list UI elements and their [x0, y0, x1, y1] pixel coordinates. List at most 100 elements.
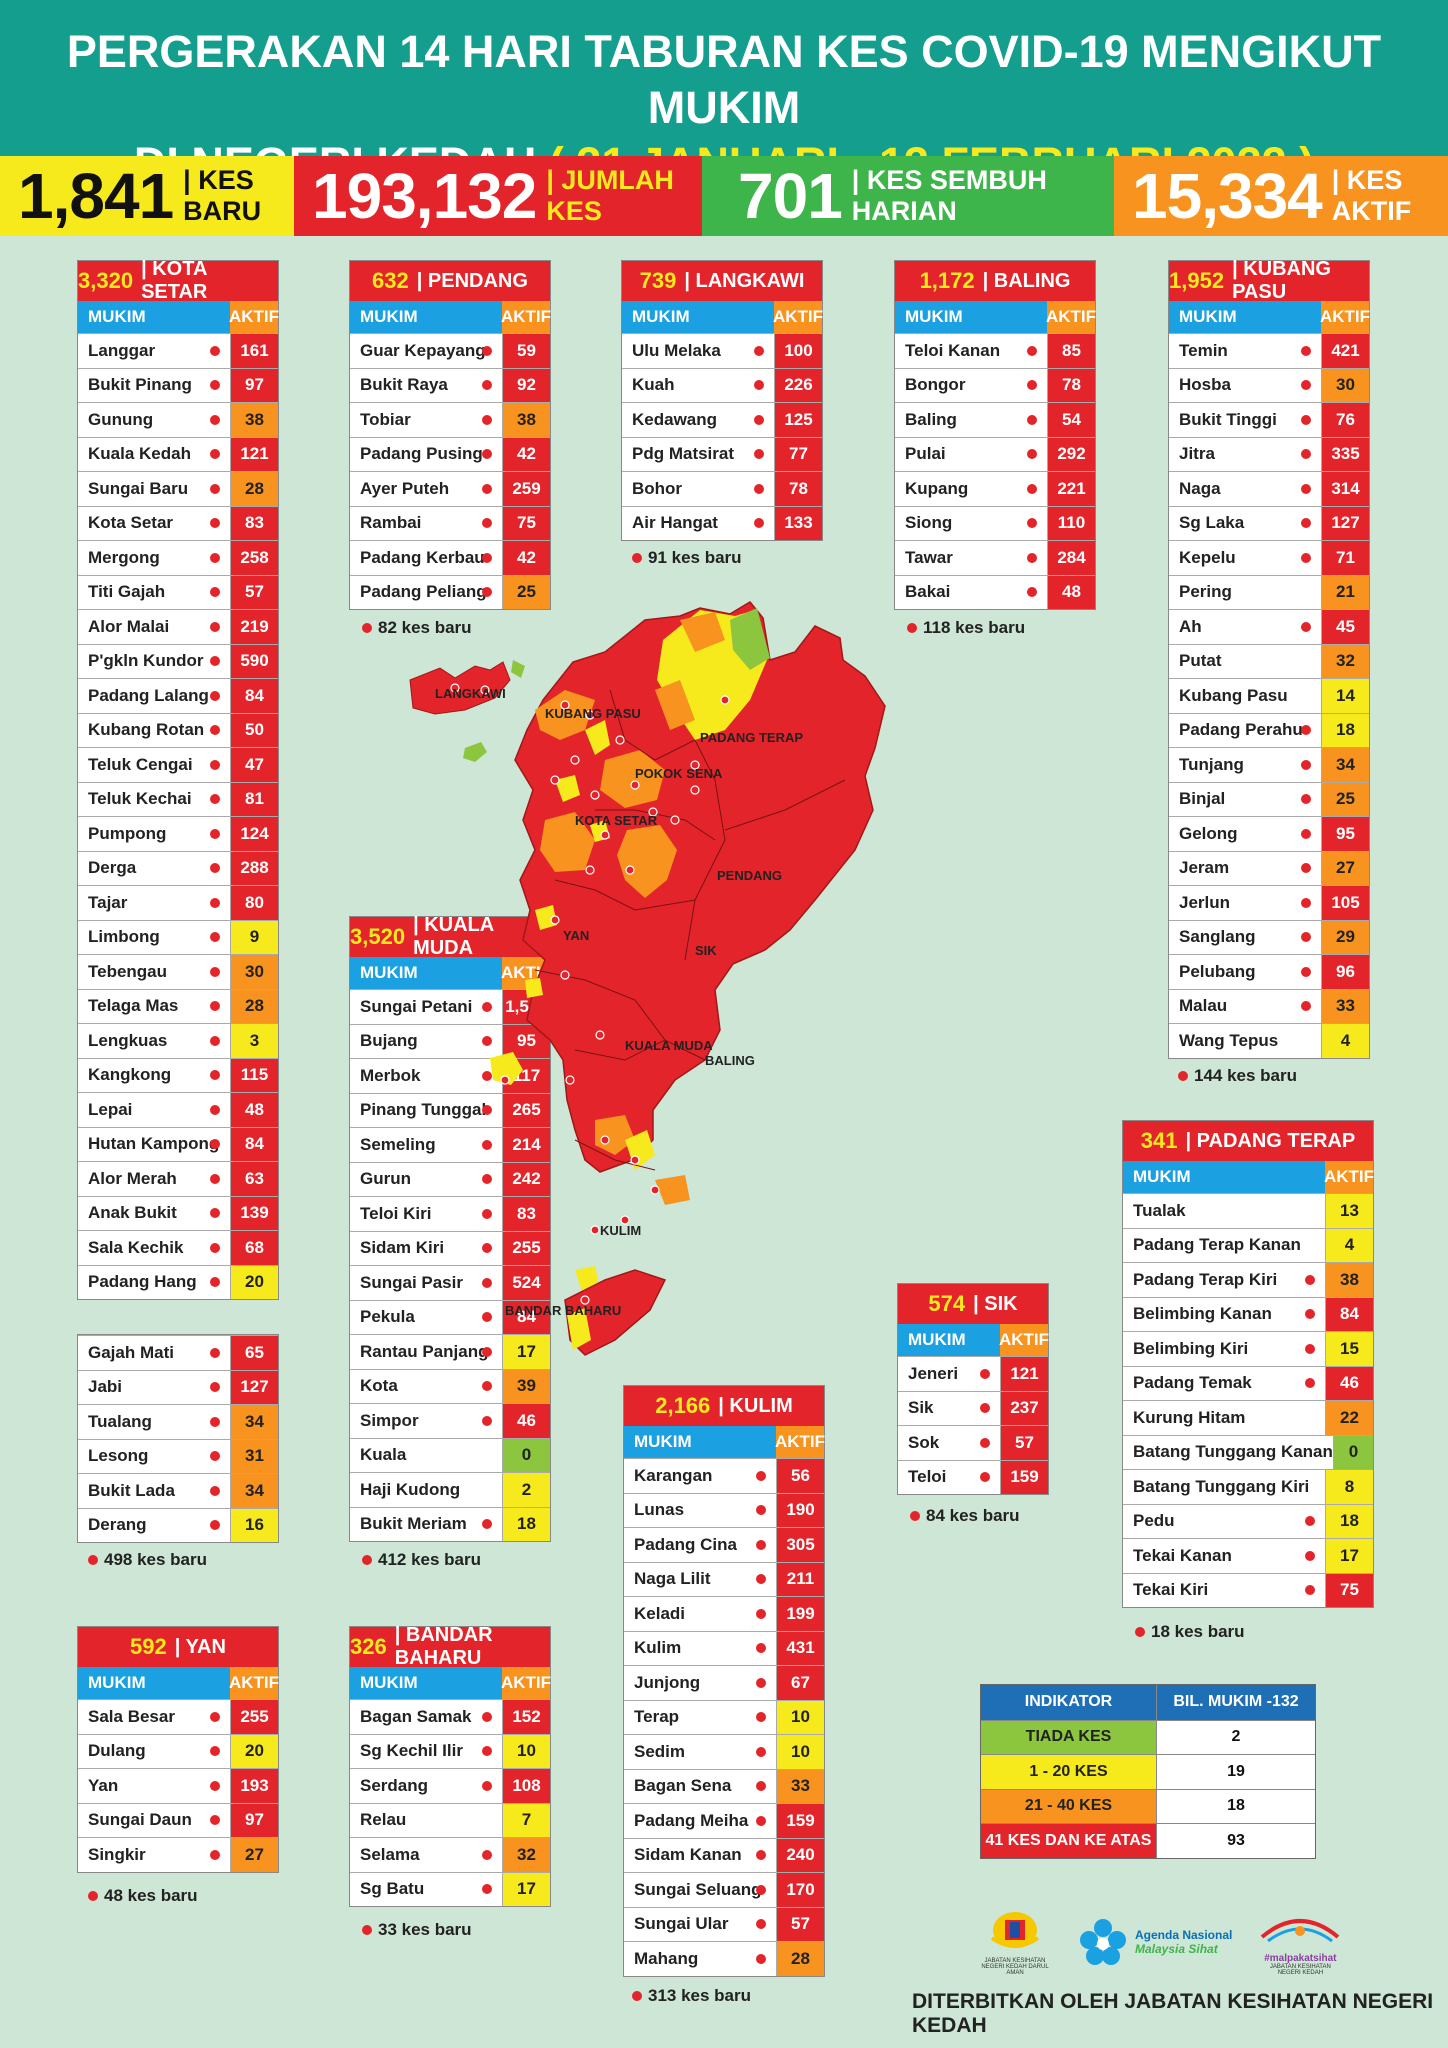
- mukim-name: Wang Tepus: [1179, 1030, 1279, 1050]
- aktif-value: 17: [502, 1872, 550, 1906]
- table-row: Sala Kechik 68: [78, 1230, 278, 1265]
- aktif-value: 76: [1321, 403, 1369, 437]
- aktif-value: 115: [230, 1058, 278, 1092]
- table-row: Padang Kerbau 42: [350, 540, 550, 575]
- new-case-dot-icon: [1305, 1516, 1315, 1527]
- mukim-name: Simpor: [350, 1404, 502, 1438]
- table-pendang: 632 | PENDANG MUKIM AKTIF Guar Kepayang 59 Buk…: [349, 260, 551, 610]
- aktif-value: 190: [776, 1493, 824, 1527]
- map-label-yan: YAN: [563, 928, 589, 943]
- table-row: Ulu Melaka 100: [622, 333, 822, 368]
- stat-kes-baru: 1,841 | KES BARU: [0, 156, 294, 236]
- table-row: Malau 33: [1169, 988, 1369, 1023]
- new-case-dot-icon: [754, 345, 764, 356]
- new-case-dot-icon: [756, 1781, 766, 1792]
- mukim-name: Jeram: [1169, 852, 1321, 886]
- aktif-value: 152: [502, 1700, 550, 1734]
- mukim-name: Mahang: [624, 1942, 776, 1976]
- mukim-name: Teluk Cengai: [78, 748, 230, 782]
- new-case-dot-icon: [210, 759, 220, 770]
- table-row: Gelong 95: [1169, 816, 1369, 851]
- aktif-value: 421: [1321, 334, 1369, 368]
- new-case-dot-icon: [210, 621, 220, 632]
- table-row: Sungai Baru 28: [78, 471, 278, 506]
- mukim-name: Padang Cina: [624, 1528, 776, 1562]
- mukim-name: Padang Temak: [1123, 1367, 1325, 1401]
- map-kulim-orange: [595, 1115, 635, 1155]
- aktif-value: 33: [776, 1769, 824, 1803]
- mukim-name: Kota: [350, 1370, 502, 1404]
- new-case-dot-icon: [210, 863, 220, 874]
- mukim-name: Lesong: [78, 1440, 230, 1474]
- table-kota-setar: 3,320 | KOTA SETAR MUKIM AKTIF Langgar 161 Buk…: [77, 258, 279, 1300]
- map-kubang-pasu-yellow: [585, 720, 610, 755]
- new-case-dot-icon: [210, 1815, 220, 1826]
- mukim-name: Padang Perahu: [1169, 714, 1321, 748]
- table-row: Derang 16: [78, 1507, 278, 1543]
- mukim-name: Tawar: [895, 541, 1047, 575]
- table-row: Sungai Pasir 524: [350, 1265, 550, 1300]
- mukim-name: Putat: [1179, 651, 1222, 671]
- footer-publisher: DITERBITKAN OLEH JABATAN KESIHATAN NEGER…: [912, 1990, 1434, 2037]
- new-case-dot-icon: [756, 1746, 766, 1757]
- aktif-value: 242: [502, 1162, 550, 1196]
- mukim-name: Telaga Mas: [78, 990, 230, 1024]
- table-row: Temin 421: [1169, 333, 1369, 368]
- new-case-dot-icon: [210, 1485, 220, 1496]
- table-row: Bongor 78: [895, 367, 1095, 402]
- table-row: Sg Laka 127: [1169, 505, 1369, 540]
- map-label-kulim: KULIM: [600, 1223, 641, 1238]
- table-title: 3,320 | KOTA SETAR: [78, 258, 278, 303]
- new-case-dot-icon: [482, 1208, 492, 1219]
- mukim-name: Alor Malai: [78, 610, 230, 644]
- aktif-value: 0: [1332, 1435, 1373, 1469]
- table-row: Padang Hang 20: [78, 1264, 278, 1299]
- map-padang-terap-orange: [680, 612, 725, 652]
- aktif-value: 4: [1321, 1024, 1369, 1058]
- table-row: Padang Terap Kiri 38: [1123, 1262, 1373, 1297]
- aktif-value: 32: [502, 1838, 550, 1872]
- aktif-value: 10: [776, 1700, 824, 1734]
- mukim-name: Teloi Kanan: [895, 334, 1047, 368]
- new-case-dot-icon: [482, 1849, 492, 1860]
- aktif-value: 20: [230, 1265, 278, 1299]
- table-row: Ayer Puteh 259: [350, 471, 550, 506]
- mukim-name: Bujang: [350, 1025, 502, 1059]
- table-row: Tekai Kiri 75: [1123, 1572, 1373, 1607]
- table-row: Teloi Kanan 85: [895, 333, 1095, 368]
- aktif-value: 8: [1325, 1470, 1373, 1504]
- table-row: Jeram 27: [1169, 850, 1369, 886]
- new-case-dot-icon: [1301, 518, 1311, 529]
- table-title: 341 | PADANG TERAP: [1123, 1121, 1373, 1161]
- aktif-value: 18: [502, 1507, 550, 1541]
- mukim-name: Guar Kepayang: [350, 334, 502, 368]
- new-case-dot-icon: [980, 1403, 990, 1414]
- mukim-name: Bukit Tinggi: [1169, 403, 1321, 437]
- mukim-name: Pdg Matsirat: [622, 438, 774, 472]
- table-row: Pering 21: [1169, 574, 1369, 609]
- mukim-name: Air Hangat: [622, 507, 774, 541]
- new-case-dot-icon: [210, 1001, 220, 1012]
- new-case-dot-icon: [1305, 1550, 1315, 1561]
- table-header: MUKIM AKTIF: [350, 1667, 551, 1699]
- note-baling: 118 kes baru: [907, 618, 1025, 638]
- table-row: Belimbing Kanan 84: [1123, 1296, 1373, 1331]
- table-title: 592 | YAN: [78, 1627, 278, 1667]
- table-row: Teluk Cengai 47: [78, 747, 278, 782]
- new-case-dot-icon: [1301, 759, 1311, 770]
- new-case-dot-icon: [1027, 449, 1037, 460]
- table-row: Bukit Pinang 97: [78, 367, 278, 402]
- table-row: Tobiar 38: [350, 402, 550, 437]
- mukim-name: Derang: [78, 1509, 230, 1543]
- aktif-value: 29: [1321, 920, 1369, 954]
- new-case-dot-icon: [1301, 414, 1311, 425]
- coat-of-arms-icon: [990, 1912, 1040, 1948]
- table-row: Bagan Samak 152: [350, 1699, 550, 1734]
- aktif-value: 34: [230, 1405, 278, 1439]
- aktif-value: 84: [502, 1300, 550, 1334]
- aktif-value: 10: [776, 1735, 824, 1769]
- aktif-value: 96: [1321, 955, 1369, 989]
- aktif-value: 105: [1321, 886, 1369, 920]
- table-row: Gajah Mati 65: [78, 1335, 278, 1370]
- new-case-dot-icon: [1301, 380, 1311, 391]
